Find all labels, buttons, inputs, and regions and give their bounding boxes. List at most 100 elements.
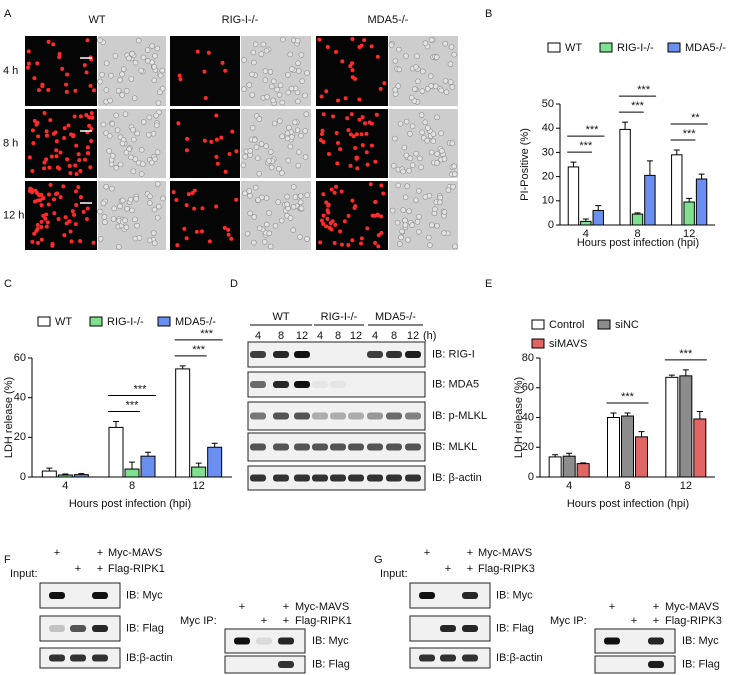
cell xyxy=(260,41,267,48)
pi-cell xyxy=(319,94,324,99)
cell xyxy=(147,193,153,200)
cell xyxy=(428,149,435,156)
cell xyxy=(263,47,270,54)
y-tick-label: 20 xyxy=(522,441,534,453)
pi-cell xyxy=(379,230,384,235)
pi-cell xyxy=(42,160,47,165)
cell xyxy=(286,124,292,131)
pi-cell xyxy=(339,189,344,194)
pi-cell xyxy=(85,206,90,211)
pi-cell xyxy=(319,131,324,136)
cell xyxy=(417,155,423,162)
pi-cell xyxy=(353,76,358,81)
y-tick-label: 40 xyxy=(542,122,554,134)
pi-cell xyxy=(332,240,337,245)
pi-cell xyxy=(43,216,48,221)
cell xyxy=(154,214,161,221)
band xyxy=(348,412,364,420)
y-tick-label: 30 xyxy=(542,146,554,158)
pi-cell xyxy=(50,243,55,248)
x-axis-label: Hours post infection (hpi) xyxy=(69,498,191,510)
y-tick-label: 40 xyxy=(14,392,26,404)
treatment-name: Flag-RIPK3 xyxy=(478,563,535,575)
cell xyxy=(276,118,283,124)
band xyxy=(330,474,346,482)
pi-cell xyxy=(321,221,326,226)
error-bar xyxy=(622,121,629,130)
bar xyxy=(124,468,140,478)
pi-cell xyxy=(48,182,53,187)
cell xyxy=(247,192,253,199)
panel-label: D xyxy=(230,278,238,290)
cell xyxy=(284,135,291,142)
cell xyxy=(144,47,151,53)
pi-cell xyxy=(39,219,44,224)
cell xyxy=(427,242,433,248)
pi-cell xyxy=(365,162,370,167)
cell xyxy=(437,199,443,206)
cell xyxy=(413,64,419,70)
cell xyxy=(433,54,440,60)
pi-cell xyxy=(203,96,208,101)
error-bar xyxy=(62,473,69,476)
band xyxy=(294,412,310,420)
cell xyxy=(299,78,306,84)
pi-cell xyxy=(48,118,53,123)
pi-cell xyxy=(214,113,219,118)
cell xyxy=(434,160,440,166)
cell xyxy=(418,112,425,118)
pi-cell xyxy=(352,206,357,211)
cell xyxy=(146,237,153,244)
cell xyxy=(132,156,139,162)
significance-label: *** xyxy=(637,84,651,96)
cell xyxy=(263,143,269,149)
pi-cell xyxy=(30,168,35,173)
pi-cell xyxy=(226,227,231,232)
cell xyxy=(409,123,416,130)
cell xyxy=(439,148,445,154)
band xyxy=(273,443,289,451)
cell xyxy=(277,82,284,89)
cell xyxy=(434,114,440,121)
legend-swatch xyxy=(89,316,103,327)
cell xyxy=(424,86,431,92)
band xyxy=(273,381,289,388)
pi-cell xyxy=(85,145,90,150)
error-bar xyxy=(624,412,631,417)
cell xyxy=(392,86,399,93)
cell xyxy=(406,208,412,214)
bar xyxy=(683,201,695,226)
pi-cell xyxy=(376,244,381,249)
cell xyxy=(128,76,135,82)
cell xyxy=(252,41,259,48)
treatment-sign: + xyxy=(54,547,60,559)
pi-cell xyxy=(357,97,362,102)
cell xyxy=(297,193,304,199)
cell xyxy=(397,241,403,247)
panel-label: E xyxy=(485,278,492,290)
panel-label: A xyxy=(4,8,12,20)
cell xyxy=(140,54,147,61)
error-bar xyxy=(179,365,186,369)
treatment-sign: + xyxy=(467,563,473,575)
pi-cell xyxy=(220,60,225,65)
pi-cell xyxy=(35,240,40,245)
cell xyxy=(279,99,286,106)
pi-cell xyxy=(62,233,67,238)
pi-cell xyxy=(58,195,63,200)
bar xyxy=(631,213,644,226)
pi-cell xyxy=(76,152,81,157)
pi-cell xyxy=(71,133,76,138)
cell xyxy=(262,68,269,74)
treatment-sign: + xyxy=(239,601,245,613)
cell xyxy=(441,156,448,162)
cell xyxy=(135,37,142,44)
cell xyxy=(266,230,273,237)
bar xyxy=(592,209,604,226)
cell xyxy=(304,70,310,76)
error-bar xyxy=(686,197,693,203)
legend-swatch xyxy=(531,338,545,349)
cell xyxy=(97,208,103,215)
error-bar xyxy=(570,161,577,167)
significance-label: *** xyxy=(134,383,148,395)
